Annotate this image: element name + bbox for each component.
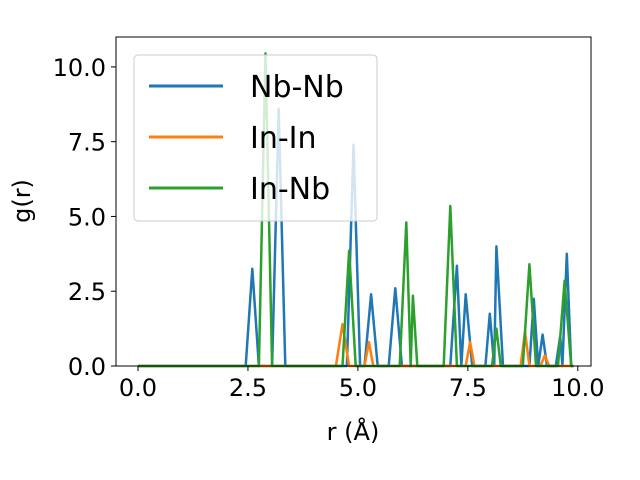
- y-tick-label: 7.5: [68, 129, 106, 157]
- y-tick-label: 0.0: [68, 353, 106, 381]
- x-tick-label: 5.0: [339, 374, 377, 402]
- x-tick-label: 10.0: [551, 374, 604, 402]
- series-line-in-in: [138, 322, 574, 368]
- legend: Nb-Nb In-In In-Nb: [133, 54, 378, 222]
- x-axis-label: r (Å): [327, 417, 380, 446]
- legend-label-nb-nb: Nb-Nb: [250, 70, 344, 105]
- y-tick-label: 5.0: [68, 203, 106, 231]
- y-tick-label: 2.5: [68, 278, 106, 306]
- y-axis: 0.0 2.5 5.0 7.5 10.0: [53, 54, 116, 381]
- x-tick-label: 2.5: [229, 374, 267, 402]
- x-tick-label: 0.0: [119, 374, 157, 402]
- plot-frame: [115, 36, 592, 367]
- legend-label-in-in: In-In: [250, 121, 317, 156]
- x-tick-label: 7.5: [449, 374, 487, 402]
- y-tick-label: 10.0: [53, 54, 106, 82]
- legend-label-in-nb: In-Nb: [250, 172, 330, 207]
- legend-box: [133, 54, 378, 222]
- y-axis-label: g(r): [8, 179, 36, 223]
- x-axis: 0.0 2.5 5.0 7.5 10.0: [119, 366, 605, 402]
